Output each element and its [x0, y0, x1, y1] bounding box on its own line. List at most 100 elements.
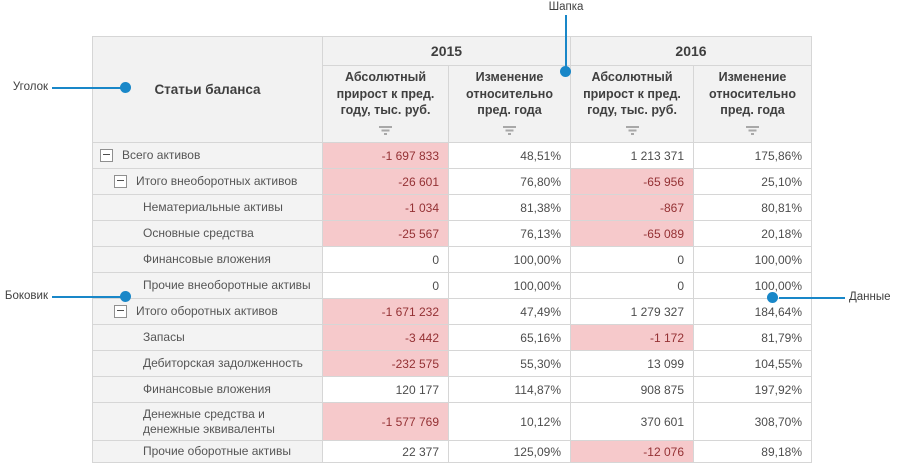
year-header-2016: 2016	[570, 36, 812, 66]
data-cell: 114,87%	[448, 376, 571, 403]
data-cell: 22 377	[322, 440, 449, 463]
year-header-row: Статьи баланса 2015 2016	[92, 36, 812, 143]
row-label: Прочие оборотные активы	[143, 444, 291, 458]
annotation-header-label: Шапка	[548, 1, 584, 13]
filter-icon[interactable]	[745, 126, 760, 136]
collapse-icon[interactable]	[114, 175, 127, 188]
data-cell: -1 697 833	[322, 142, 449, 169]
data-cell: 100,00%	[693, 272, 812, 299]
annotation-data-dot	[767, 292, 778, 303]
row-header-cell: Нематериальные активы	[92, 194, 323, 221]
data-cell: -25 567	[322, 220, 449, 247]
row-header-cell: Финансовые вложения	[92, 246, 323, 273]
table-row: Финансовые вложения 120 177 114,87% 908 875…	[92, 376, 812, 403]
data-cell: 1 213 371	[570, 142, 694, 169]
data-cell: 0	[570, 246, 694, 273]
data-cell: 184,64%	[693, 298, 812, 325]
row-header-cell: Итого внеоборотных активов	[92, 168, 323, 195]
column-header-text: Изменение относительно пред. года	[709, 69, 796, 118]
table-row: Всего активов -1 697 833 48,51% 1 213 371 17…	[92, 142, 812, 169]
row-label: Финансовые вложения	[143, 382, 271, 396]
data-cell: 908 875	[570, 376, 694, 403]
data-cell: -1 172	[570, 324, 694, 351]
row-label: Основные средства	[143, 226, 254, 240]
corner-cell: Статьи баланса	[92, 36, 323, 143]
annotation-side-dot	[120, 291, 131, 302]
data-cell: 370 601	[570, 402, 694, 441]
data-cell: 81,79%	[693, 324, 812, 351]
row-label: Денежные средства и денежные эквиваленты	[143, 406, 275, 436]
filter-icon[interactable]	[502, 126, 517, 136]
table-row: Финансовые вложения 0 100,00% 0 100,00%	[92, 246, 812, 273]
column-header-text: Изменение относительно пред. года	[466, 69, 553, 118]
data-cell: -12 076	[570, 440, 694, 463]
data-cell: 0	[322, 272, 449, 299]
data-cell: 100,00%	[693, 246, 812, 273]
annotation-side-line	[52, 296, 124, 298]
data-cell: 55,30%	[448, 350, 571, 377]
column-header-row: Абсолютный прирост к пред. году, тыс. ру…	[93, 65, 812, 143]
table-row: Основные средства -25 567 76,13% -65 089 20,…	[92, 220, 812, 247]
data-cell: -867	[570, 194, 694, 221]
row-label: Прочие внеоборотные активы	[143, 278, 311, 292]
table-row: Итого внеоборотных активов -26 601 76,80% -…	[92, 168, 812, 195]
collapse-icon[interactable]	[100, 149, 113, 162]
annotation-corner-line	[52, 87, 124, 89]
column-header-text: Абсолютный прирост к пред. году, тыс. ру…	[336, 69, 435, 118]
data-cell: 65,16%	[448, 324, 571, 351]
annotation-corner-dot	[120, 82, 131, 93]
data-cell: 89,18%	[693, 440, 812, 463]
table-row: Запасы -3 442 65,16% -1 172 81,79%	[92, 324, 812, 351]
annotation-data-label: Данные	[849, 291, 891, 303]
data-cell: 104,55%	[693, 350, 812, 377]
row-label: Итого оборотных активов	[136, 304, 278, 318]
row-label: Нематериальные активы	[143, 200, 283, 214]
data-cell: 76,80%	[448, 168, 571, 195]
table-row: Прочие оборотные активы 22 377 125,09% -12 …	[92, 440, 812, 463]
table-row: Нематериальные активы -1 034 81,38% -867 80,…	[92, 194, 812, 221]
data-cell: 1 279 327	[570, 298, 694, 325]
row-label: Всего активов	[122, 148, 201, 162]
data-cell: -232 575	[322, 350, 449, 377]
data-cell: -26 601	[322, 168, 449, 195]
collapse-icon[interactable]	[114, 305, 127, 318]
pivot-table: Статьи баланса 2015 2016 Абсолютный прир…	[92, 36, 812, 463]
row-header-cell: Всего активов	[92, 142, 323, 169]
annotation-header-line	[565, 15, 567, 71]
column-header-2015-pct: Изменение относительно пред. года	[448, 65, 571, 143]
column-header-2016-pct: Изменение относительно пред. года	[693, 65, 812, 143]
table-row: Дебиторская задолженность -232 575 55,30% 1…	[92, 350, 812, 377]
data-cell: -1 577 769	[322, 402, 449, 441]
data-cell: 48,51%	[448, 142, 571, 169]
annotation-side-label: Боковик	[4, 290, 48, 302]
data-cell: 13 099	[570, 350, 694, 377]
data-cell: 47,49%	[448, 298, 571, 325]
data-cell: -65 956	[570, 168, 694, 195]
row-label: Итого внеоборотных активов	[136, 174, 298, 188]
year-header-2015: 2015	[322, 36, 571, 66]
data-cell: 25,10%	[693, 168, 812, 195]
annotation-corner-label: Уголок	[12, 81, 48, 93]
annotation-data-line	[779, 297, 845, 299]
filter-icon[interactable]	[378, 126, 393, 136]
data-cell: 120 177	[322, 376, 449, 403]
data-cell: 76,13%	[448, 220, 571, 247]
data-cell: 197,92%	[693, 376, 812, 403]
table-row: Денежные средства и денежные эквиваленты…	[92, 402, 812, 441]
data-cell: 125,09%	[448, 440, 571, 463]
data-cell: 20,18%	[693, 220, 812, 247]
row-label: Финансовые вложения	[143, 252, 271, 266]
data-cell: 175,86%	[693, 142, 812, 169]
row-header-cell: Дебиторская задолженность	[92, 350, 323, 377]
data-cell: -3 442	[322, 324, 449, 351]
table-row: Итого оборотных активов -1 671 232 47,49% 1…	[92, 298, 812, 325]
data-cell: 0	[570, 272, 694, 299]
column-header-2015-abs: Абсолютный прирост к пред. году, тыс. ру…	[322, 65, 449, 143]
row-header-cell: Запасы	[92, 324, 323, 351]
row-label: Запасы	[143, 330, 185, 344]
data-cell: 100,00%	[448, 246, 571, 273]
data-cell: -1 671 232	[322, 298, 449, 325]
row-label: Дебиторская задолженность	[143, 356, 303, 370]
filter-icon[interactable]	[625, 126, 640, 136]
